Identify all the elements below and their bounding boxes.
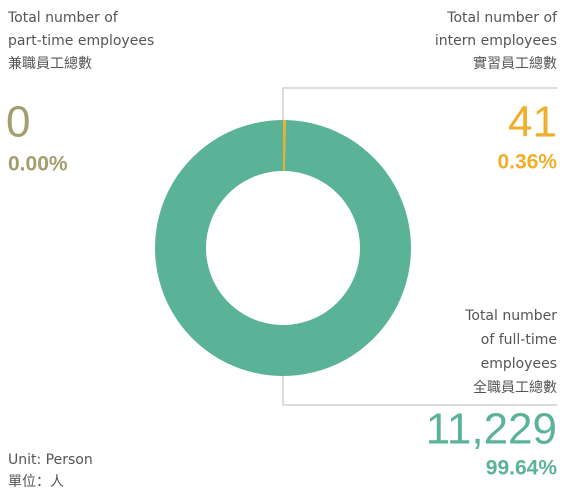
donut-slice — [283, 120, 286, 172]
value-label: 11,229 — [426, 405, 557, 454]
category-label: intern employees — [435, 33, 557, 49]
category-label: Total number of — [446, 10, 558, 26]
percentage-label: 99.64% — [486, 457, 558, 480]
leader-line — [282, 375, 557, 406]
category-label: 全職員工總數 — [473, 379, 557, 396]
value-label: 41 — [508, 98, 557, 147]
category-label: 實習員工總數 — [473, 55, 557, 72]
unit-label: Unit: Person — [8, 452, 93, 468]
category-label: Total number of — [7, 10, 119, 26]
category-label: Total number — [464, 308, 557, 324]
leader-line — [282, 87, 557, 120]
category-label: employees — [481, 356, 557, 372]
category-label: part-time employees — [8, 33, 154, 49]
percentage-label: 0.36% — [497, 151, 557, 174]
category-label: 兼職員工總數 — [8, 55, 92, 72]
unit-label: 單位：人 — [8, 474, 64, 490]
donut-slice — [154, 120, 411, 376]
category-label: of full-time — [481, 332, 557, 348]
percentage-label: 0.00% — [8, 153, 68, 176]
value-label: 0 — [6, 98, 30, 147]
